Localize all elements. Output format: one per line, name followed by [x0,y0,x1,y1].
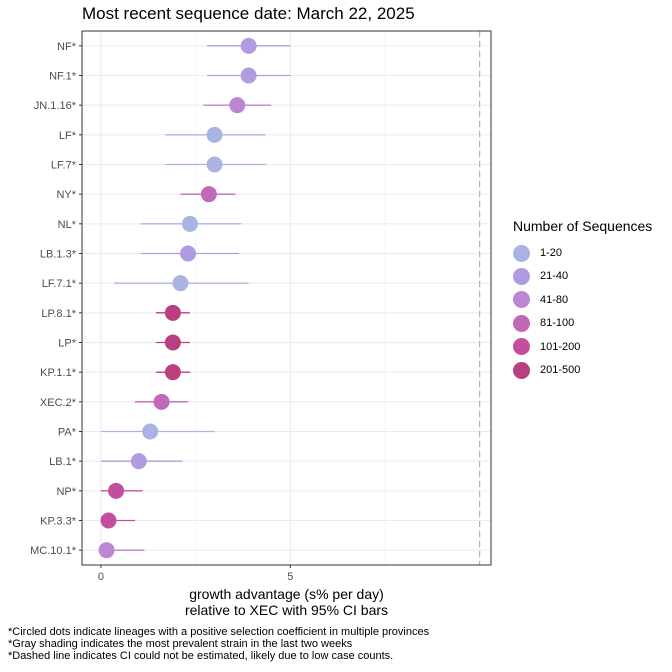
data-point [164,304,181,321]
y-tick-label: NP* [56,486,76,498]
data-point [206,126,223,143]
x-axis-title-line2: relative to XEC with 95% CI bars [184,602,389,618]
legend-item: 101-200 [513,337,580,357]
y-tick-label: LF.7* [51,160,77,172]
footnote-2: *Gray shading indicates the most prevale… [8,638,353,650]
x-axis-title: growth advantage (s% per day) relative t… [82,586,491,618]
y-tick-label: PA* [58,427,77,439]
y-tick-label: NL* [58,219,77,231]
data-point [200,186,217,203]
footnote-1: *Circled dots indicate lineages with a p… [8,626,430,638]
legend-swatch [513,338,530,356]
legend-item: 201-500 [513,360,580,380]
y-tick-label: LB.1* [49,456,77,468]
data-point [180,245,197,262]
legend-swatch [513,314,530,332]
legend-swatch [513,291,530,309]
y-tick-label: MC.10.1* [30,545,77,557]
y-tick-label: LF.7.1* [42,278,77,290]
legend-item: 81-100 [513,313,574,333]
y-tick-label: JN.1.16* [34,100,77,112]
y-tick-label: NY* [56,189,76,201]
data-point [153,393,170,410]
data-point [100,512,117,529]
x-tick-label: 5 [287,571,293,583]
y-tick-label: LP.8.1* [41,308,76,320]
y-tick-label: LP* [58,338,76,350]
y-tick-label: NF* [57,41,77,53]
legend-label: 81-100 [540,317,575,330]
data-point [181,215,198,232]
plot-border [81,30,492,566]
data-point [130,453,147,470]
x-tick-label: 0 [98,571,104,583]
legend-item: 1-20 [513,243,562,263]
y-tick-label: KP.1.1* [40,367,77,379]
footnote-3: *Dashed line indicates CI could not be e… [8,650,394,662]
legend-label: 1-20 [540,247,563,259]
legend-item: 21-40 [513,266,568,286]
chart-title: Most recent sequence date: March 22, 202… [82,4,415,23]
data-point [172,275,189,292]
data-point [164,334,181,351]
legend-item: 41-80 [513,290,568,310]
y-tick-label: LF* [59,130,77,142]
data-point [98,542,115,559]
y-tick-label: NF.1* [49,71,77,83]
x-axis-title-line1: growth advantage (s% per day) [189,586,384,602]
data-point [206,156,223,173]
y-tick-label: LB.1.3* [40,249,77,261]
data-point [164,364,181,381]
legend-label: 21-40 [540,270,569,283]
legend-swatch [513,361,530,379]
data-point [108,482,125,499]
plot-panel [82,31,491,565]
data-point [142,423,159,440]
legend-label: 41-80 [540,293,569,306]
y-tick-label: KP.3.3* [40,516,77,528]
legend-title: Number of Sequences [513,218,653,234]
data-point [240,37,257,54]
data-point [229,97,246,114]
legend-swatch [513,267,530,285]
y-tick-label: XEC.2* [40,397,77,409]
footnotes: *Circled dots indicate lineages with a p… [8,626,429,662]
legend-label: 101-200 [540,340,581,353]
data-point [240,67,257,84]
legend-swatch [513,244,530,262]
legend-label: 201-500 [540,364,581,376]
